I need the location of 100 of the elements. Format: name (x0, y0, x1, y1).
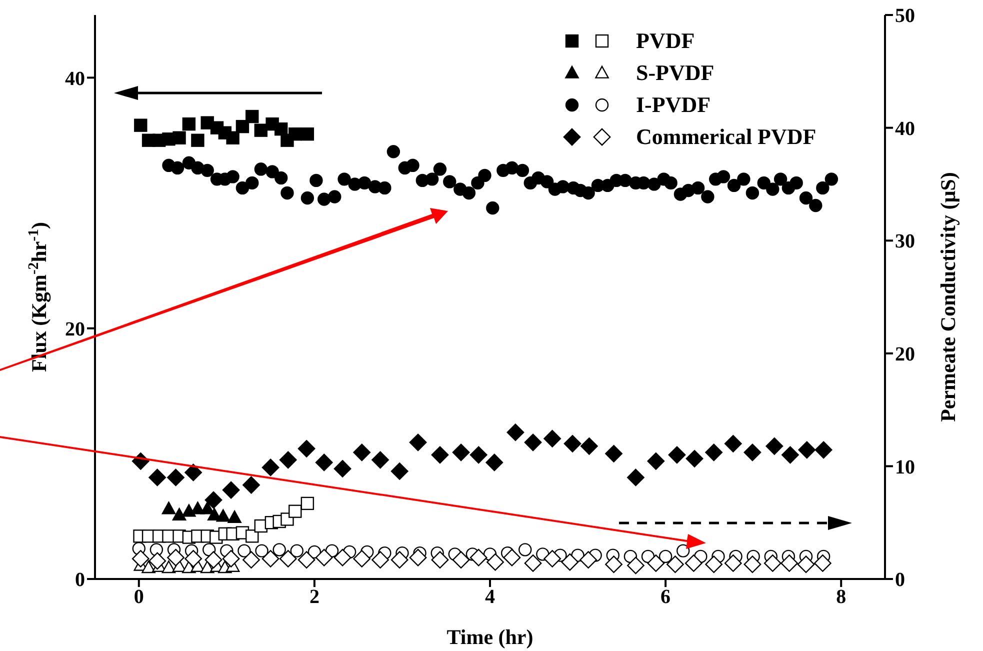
point (228, 510, 242, 523)
point (666, 556, 684, 574)
point (290, 544, 304, 558)
point (142, 560, 156, 574)
point (782, 446, 799, 464)
point (797, 556, 815, 574)
point (390, 462, 408, 480)
point (132, 550, 150, 568)
point (162, 502, 176, 514)
point (744, 556, 762, 574)
point (470, 548, 488, 566)
point (148, 468, 166, 486)
point (724, 554, 742, 572)
point (627, 556, 644, 574)
point (580, 551, 598, 569)
point (605, 556, 622, 574)
point (486, 553, 504, 571)
point (242, 476, 260, 494)
point (431, 551, 449, 569)
point (814, 554, 832, 572)
x-tick-label: 2 (309, 586, 320, 608)
point (315, 454, 333, 472)
y-tick-label: 0 (75, 569, 85, 592)
point (222, 550, 240, 568)
point (216, 509, 230, 522)
point (238, 544, 251, 558)
point (705, 556, 723, 574)
point (353, 444, 371, 462)
point (605, 444, 622, 462)
x-tick-label: 4 (485, 586, 495, 608)
point (204, 551, 222, 569)
point (780, 554, 798, 572)
point (647, 554, 665, 572)
point (246, 110, 259, 124)
y2-tick-label: 30 (895, 230, 915, 253)
y2-axis-title: Permeate Conductivity (μS) (936, 172, 960, 422)
point (148, 552, 166, 570)
point (686, 450, 704, 468)
point (409, 434, 427, 452)
point (167, 548, 184, 566)
point (279, 451, 297, 469)
legend-label: I-PVDF (636, 92, 711, 118)
point (204, 491, 222, 509)
point (262, 458, 280, 476)
x-axis-title: Time (hr) (446, 625, 534, 649)
point (191, 134, 204, 147)
legend-label: Commerical PVDF (636, 124, 816, 150)
point (272, 543, 286, 556)
point (315, 548, 333, 566)
point (524, 434, 542, 452)
x-tick-label: 8 (836, 586, 846, 608)
point (676, 544, 690, 558)
point (744, 444, 762, 462)
point (452, 551, 470, 569)
point (470, 446, 488, 464)
point (134, 118, 148, 132)
x-tick-label: 0 (134, 586, 144, 608)
point (162, 560, 176, 574)
point (724, 434, 742, 452)
point (182, 504, 196, 517)
point (255, 544, 268, 558)
point (167, 468, 184, 486)
point (798, 441, 816, 459)
point (334, 548, 352, 566)
point (506, 424, 524, 442)
point (300, 496, 314, 510)
point (334, 460, 352, 478)
legend-label: S-PVDF (636, 60, 714, 86)
point (561, 553, 579, 571)
point (452, 444, 470, 462)
point (274, 122, 288, 136)
point (503, 548, 521, 566)
point (705, 444, 723, 462)
point (431, 446, 449, 464)
point (300, 127, 314, 141)
point (184, 550, 202, 568)
point (564, 434, 582, 452)
point (246, 530, 259, 543)
y2-tick-label: 0 (895, 569, 905, 592)
x-tick-label: 6 (660, 586, 671, 608)
point (288, 504, 302, 518)
point (684, 554, 702, 572)
point (262, 550, 280, 568)
y-tick-label: 20 (65, 318, 85, 340)
point (518, 543, 532, 556)
y2-tick-label: 40 (895, 118, 915, 140)
point (658, 550, 672, 564)
point (288, 127, 302, 141)
point (814, 441, 832, 459)
point (544, 550, 562, 568)
point (668, 446, 686, 464)
point (236, 120, 250, 134)
point (298, 440, 316, 458)
y-tick-label: 40 (65, 68, 85, 90)
point (544, 430, 562, 448)
y2-tick-label: 50 (895, 5, 915, 28)
point (372, 551, 389, 569)
point (172, 131, 186, 144)
point (279, 550, 297, 568)
point (524, 554, 542, 572)
